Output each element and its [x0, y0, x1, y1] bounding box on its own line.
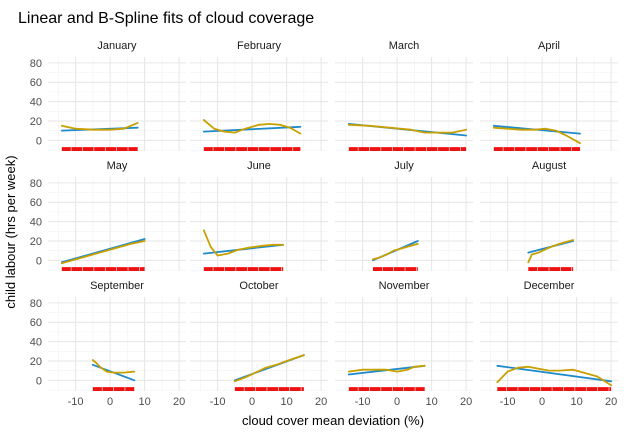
y-tick-label: 60	[30, 77, 42, 89]
spline-fit-line	[492, 126, 581, 145]
facet-september: September 0 20 40 60 80 -10 0 10 20	[30, 280, 186, 408]
spline-fit-line	[527, 239, 574, 264]
y-tick-label: 80	[30, 178, 42, 190]
x-tick-label: 20	[605, 396, 617, 408]
spline-fit-line	[347, 123, 468, 134]
rug-bar	[203, 147, 301, 151]
facet-march: March	[335, 40, 473, 151]
x-tick-label: 10	[280, 396, 292, 408]
x-tick-label: 20	[460, 396, 472, 408]
rug-bar	[61, 147, 138, 151]
spline-fit-line	[202, 119, 302, 135]
spline-fit-line	[496, 365, 612, 387]
y-tick-label: 40	[30, 337, 42, 349]
y-tick-label: 40	[30, 217, 42, 229]
y-tick-label: 80	[30, 298, 42, 310]
rug-bar	[61, 267, 145, 271]
spline-fit-line	[233, 354, 305, 383]
rug-bar	[234, 387, 304, 391]
facet-label: April	[538, 40, 560, 52]
x-tick-label: 20	[173, 396, 185, 408]
chart-title: Linear and B-Spline fits of cloud covera…	[18, 10, 314, 27]
y-tick-label: 40	[30, 97, 42, 109]
facet-label: March	[389, 40, 420, 52]
facet-label: September	[90, 280, 144, 292]
rug-bar	[528, 267, 574, 271]
x-tick-label: -10	[355, 396, 371, 408]
linear-fit-line	[60, 238, 146, 264]
y-axis-title: child labour (hrs per week)	[3, 155, 18, 308]
facet-may: May 0 20 40 60 80	[30, 160, 186, 271]
facet-label: November	[379, 280, 430, 292]
facet-label: October	[239, 280, 278, 292]
rug-bar	[203, 267, 284, 271]
x-tick-label: 10	[425, 396, 437, 408]
x-tick-label: 10	[570, 396, 582, 408]
spline-fit-line	[60, 122, 139, 131]
rug-bar	[493, 147, 581, 151]
x-tick-label: 0	[249, 396, 255, 408]
x-tick-label: 0	[107, 396, 113, 408]
facet-april: April	[480, 40, 618, 151]
facet-november: November -10 0 10 20	[335, 280, 473, 408]
facet-february: February	[190, 40, 328, 151]
facet-label: December	[524, 280, 575, 292]
y-tick-label: 0	[36, 375, 42, 387]
facet-june: June	[190, 160, 328, 271]
facet-label: January	[97, 40, 137, 52]
facet-label: June	[247, 160, 271, 172]
x-tick-label: -10	[68, 396, 84, 408]
y-tick-label: 20	[30, 236, 42, 248]
facet-december: December -10 0 10 20	[480, 280, 618, 408]
x-tick-label: 20	[315, 396, 327, 408]
spline-fit-line	[347, 364, 426, 373]
facet-october: October -10 0 10 20	[190, 280, 328, 408]
facet-label: May	[107, 160, 128, 172]
facet-panels: January 0 20 40 60 80 February March April May 0 20…	[30, 40, 618, 408]
rug-bar	[372, 267, 418, 271]
y-tick-label: 0	[36, 135, 42, 147]
x-tick-label: 0	[394, 396, 400, 408]
facet-january: January 0 20 40 60 80	[30, 40, 186, 151]
spline-fit-line	[371, 242, 419, 261]
spline-fit-line	[91, 359, 136, 374]
y-tick-label: 0	[36, 255, 42, 267]
y-tick-label: 20	[30, 116, 42, 128]
rug-bar	[348, 147, 467, 151]
x-tick-label: -10	[210, 396, 226, 408]
spline-fit-line	[60, 240, 146, 265]
x-tick-label: 0	[539, 396, 545, 408]
spline-fit-line	[202, 229, 285, 257]
y-tick-label: 60	[30, 197, 42, 209]
x-tick-label: -10	[500, 396, 516, 408]
y-tick-label: 60	[30, 317, 42, 329]
rug-bar	[348, 387, 425, 391]
facet-label: August	[532, 160, 566, 172]
facet-august: August	[480, 160, 618, 271]
y-tick-label: 80	[30, 58, 42, 70]
rug-bar	[497, 387, 612, 391]
facet-label: February	[237, 40, 282, 52]
y-tick-label: 20	[30, 356, 42, 368]
x-axis-title: cloud cover mean deviation (%)	[242, 413, 424, 428]
facet-label: July	[394, 160, 414, 172]
x-tick-label: 10	[138, 396, 150, 408]
facet-july: July	[335, 160, 473, 271]
